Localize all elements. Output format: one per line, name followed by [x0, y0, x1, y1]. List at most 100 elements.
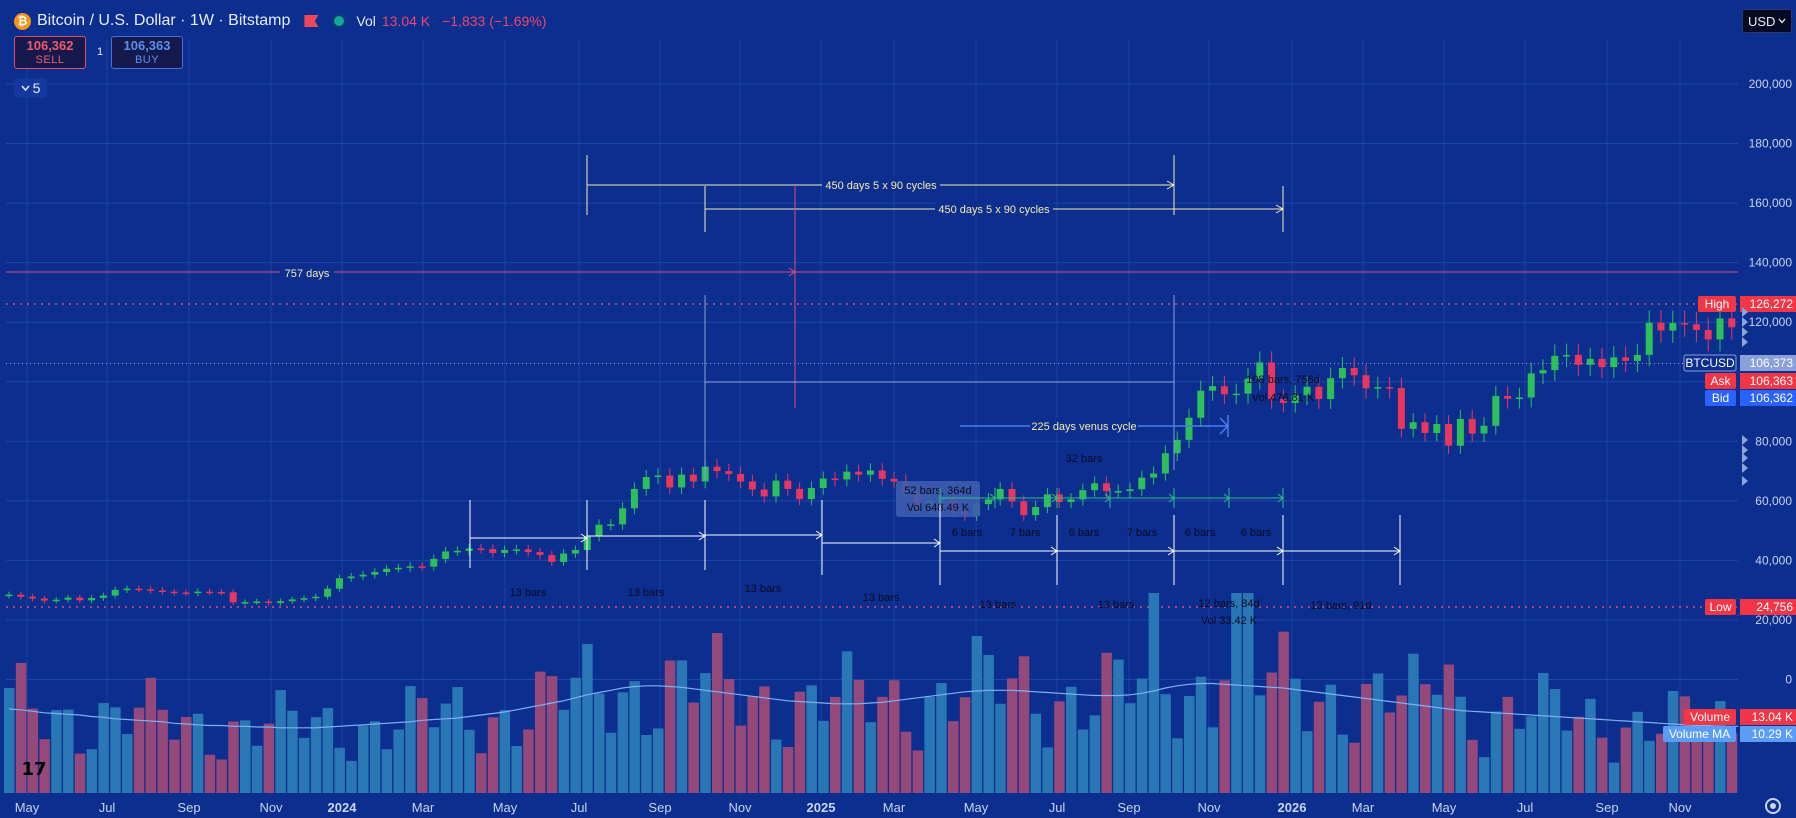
price-label-name: BTCUSD	[1685, 356, 1735, 370]
volume-bar	[806, 685, 817, 793]
volume-bar	[1656, 733, 1667, 793]
volume-bar	[1549, 689, 1561, 793]
volume-bar	[1620, 727, 1632, 793]
symbol-title[interactable]: Bitcoin / U.S. Dollar · 1W · Bitstamp	[37, 12, 291, 29]
bar-counter-label: 13 bars	[745, 583, 782, 595]
candle	[253, 601, 261, 603]
volume-bar	[818, 720, 829, 793]
candle	[1622, 357, 1630, 361]
bar-counter-label: 13 bars	[510, 587, 547, 599]
volume-bar	[1077, 729, 1089, 793]
candle	[1244, 378, 1252, 394]
candle	[394, 567, 402, 570]
volume-bar	[759, 686, 770, 793]
time-tick: Sep	[1595, 800, 1618, 815]
candle	[536, 552, 544, 556]
volume-bar	[181, 716, 192, 793]
candle	[1386, 387, 1394, 389]
currency-select[interactable]: USD	[1742, 9, 1792, 33]
volume-bar	[499, 710, 511, 793]
indicators-toggle-button[interactable]: 5	[14, 78, 47, 98]
volume-bar	[1313, 701, 1325, 793]
volume-bar	[523, 729, 534, 793]
time-tick: May	[493, 800, 518, 815]
volume-bar	[51, 710, 62, 793]
price-label-chip	[1705, 390, 1736, 406]
range-vol-label: Vol 476.81 K	[1252, 392, 1315, 404]
volume-bar	[1502, 696, 1514, 793]
candle	[1220, 386, 1228, 395]
chevron-down-icon	[1778, 18, 1786, 24]
buy-button[interactable]: 106,363 BUY	[111, 36, 183, 69]
volume-bar	[1443, 664, 1455, 793]
gear-icon[interactable]	[1765, 798, 1781, 814]
volume-bar	[1207, 727, 1219, 793]
small-bars-label: 7 bars	[1010, 527, 1041, 539]
time-tick: Sep	[648, 800, 671, 815]
axis-marker-icon	[1742, 327, 1748, 337]
volume-bar	[393, 729, 404, 793]
candle	[1303, 386, 1311, 396]
volume-bar	[1018, 656, 1030, 793]
visibility-eye-icon[interactable]	[334, 16, 345, 26]
price-label-chip	[1698, 296, 1736, 312]
candle	[17, 594, 25, 597]
candle	[878, 470, 886, 479]
candle	[725, 471, 733, 475]
flag-icon[interactable]	[304, 15, 319, 27]
volume-bar	[1266, 672, 1278, 793]
price-tick: 160,000	[1749, 196, 1793, 210]
candle	[1633, 354, 1641, 361]
volume-bar	[605, 732, 617, 793]
volume-bar	[1219, 680, 1230, 793]
time-tick: Jul	[1517, 800, 1534, 815]
price-label-box	[1740, 373, 1796, 389]
volume-bar	[122, 734, 133, 793]
volume-bar	[251, 745, 263, 793]
candle	[560, 553, 568, 562]
volume-bar	[1113, 659, 1124, 793]
volume-bar	[110, 707, 121, 793]
candle	[465, 548, 473, 551]
volume-bar	[1136, 678, 1148, 793]
volume-bar	[629, 681, 640, 793]
candle	[1716, 318, 1724, 340]
candle	[1433, 424, 1441, 433]
axis-marker-icon	[1742, 317, 1748, 327]
candle	[1268, 362, 1276, 400]
volume-bar	[641, 734, 652, 793]
volume-bar	[535, 671, 546, 793]
candle	[548, 555, 556, 562]
volume-bar	[1361, 683, 1372, 793]
candle	[1374, 387, 1382, 389]
candle	[1504, 396, 1512, 399]
candle	[666, 475, 674, 488]
sell-label: SELL	[35, 54, 65, 66]
candle	[642, 477, 650, 489]
small-bars-label: 7 bars	[1127, 527, 1158, 539]
candle	[524, 549, 532, 553]
volume-bar	[322, 708, 334, 793]
price-tick: 200,000	[1749, 77, 1793, 91]
trade-quantity[interactable]: 1	[97, 46, 104, 58]
candle	[1515, 397, 1523, 400]
candle	[1126, 489, 1134, 492]
candle	[206, 591, 214, 594]
volume-bar	[1479, 757, 1490, 793]
candle	[760, 489, 768, 497]
indicators-count: 5	[32, 80, 41, 96]
candle	[1456, 418, 1464, 446]
candle	[689, 474, 697, 482]
volume-bar	[1302, 731, 1313, 793]
volume-bar	[263, 723, 275, 793]
volume-bar	[1278, 631, 1289, 793]
candle	[807, 488, 815, 500]
volume-bar	[1632, 711, 1643, 793]
sell-button[interactable]: 106,362 SELL	[14, 36, 86, 69]
candle	[1043, 494, 1051, 508]
volume-bar	[511, 746, 522, 793]
price-label-box	[1740, 390, 1796, 406]
candle	[996, 488, 1004, 500]
